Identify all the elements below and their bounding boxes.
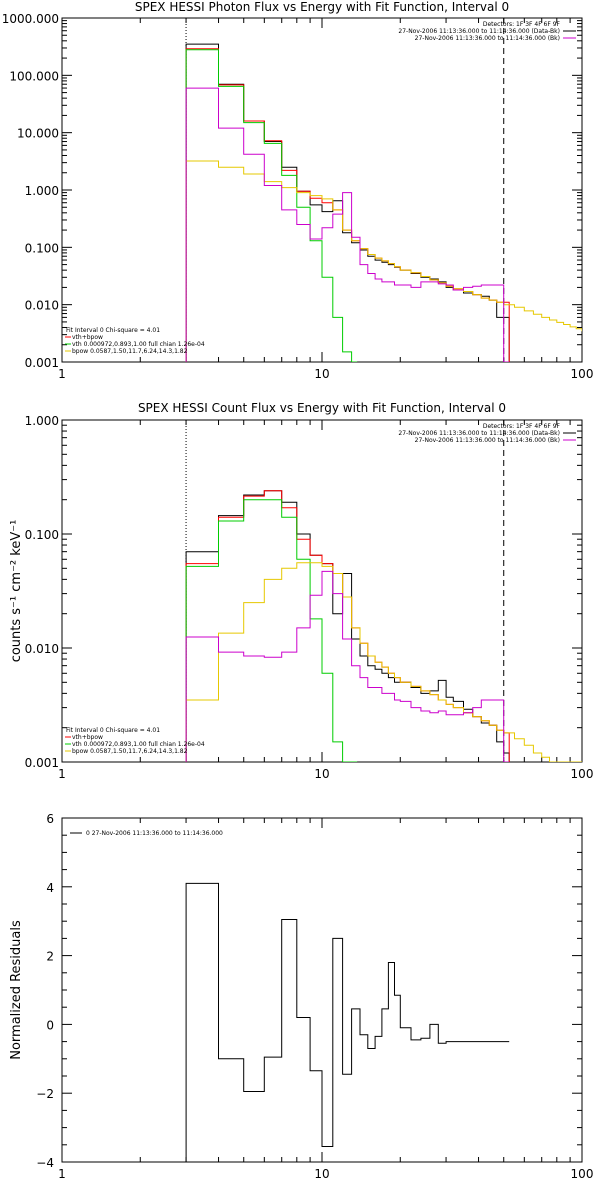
series-0-line	[185, 882, 510, 1162]
residuals-panel: 1 10 100 −4 −2 0 2 4 6 Normalized Residuals 0 27-N…	[9, 812, 593, 1181]
fit-legend-entry: Fit Interval 0 Chi-square = 4.01	[66, 327, 160, 334]
y-axis-label: counts s⁻¹ cm⁻² keV⁻¹	[9, 520, 24, 663]
series-4-line	[185, 570, 510, 762]
x-tick-label: 1	[58, 1167, 66, 1181]
y-tick-label: 1000.000	[2, 12, 59, 26]
y-axis-label: Normalized Residuals	[9, 920, 24, 1060]
y-tick-label: 4	[46, 881, 54, 895]
y-tick-label: 0.010	[25, 642, 59, 656]
y-tick-label: 0.100	[25, 241, 59, 255]
series-0-line	[185, 43, 510, 362]
series-1-line	[185, 48, 510, 362]
x-tick-label: 10	[314, 767, 329, 781]
fit-legend-entry: vth 0.000972,0.893,1.00 full chian 1.26e…	[72, 341, 205, 348]
fit-legend-entry: bpow 0.0587,1.50,11.7,6.24,14.3,1.82	[72, 748, 188, 755]
legend-entry: 27-Nov-2006 11:13:36.000 to 11:14:36.000…	[398, 430, 560, 437]
x-tick-label: 100	[571, 1167, 594, 1181]
series-4-line	[185, 87, 510, 362]
series-2-line	[185, 499, 358, 762]
y-tick-label: 0.001	[25, 356, 59, 370]
series-1-line	[185, 490, 510, 762]
fit-legend-entry: vth+bpow	[72, 734, 103, 741]
y-tick-label: 0	[46, 1018, 54, 1032]
series-2-line	[185, 49, 358, 362]
legend-entry: Detectors: 1F 3F 4F 6F 9F	[483, 423, 561, 430]
series-3-line	[185, 160, 582, 362]
y-tick-label: −2	[36, 1087, 54, 1101]
y-tick-label: 6	[46, 812, 54, 826]
fit-legend-entry: bpow 0.0587,1.50,11.7,6.24,14.3,1.82	[72, 348, 188, 355]
y-tick-label: 0.001	[25, 756, 59, 770]
y-tick-label: 0.100	[25, 528, 59, 542]
legend-entry: 0 27-Nov-2006 11:13:36.000 to 11:14:36.0…	[86, 830, 223, 837]
y-tick-label: 1.000	[25, 184, 59, 198]
legend-entry: 27-Nov-2006 11:13:36.000 to 11:14:36.000…	[415, 35, 560, 42]
chart-title: SPEX HESSI Count Flux vs Energy with Fit…	[138, 401, 506, 415]
series-3-line	[185, 562, 582, 762]
y-tick-label: −4	[36, 1156, 54, 1170]
x-tick-label: 100	[571, 767, 594, 781]
series-0-line	[185, 490, 510, 762]
x-tick-label: 10	[314, 367, 329, 381]
x-tick-label: 1	[58, 767, 66, 781]
photon-flux-panel: SPEX HESSI Photon Flux vs Energy with Fi…	[2, 0, 594, 381]
x-tick-label: 1	[58, 367, 66, 381]
y-tick-label: 1.000	[25, 414, 59, 428]
y-tick-label: 0.010	[25, 299, 59, 313]
fit-legend-entry: vth+bpow	[72, 334, 103, 341]
legend-entry: Detectors: 1F 3F 4F 6F 9F	[483, 21, 561, 28]
legend-entry: 27-Nov-2006 11:13:36.000 to 11:14:36.000…	[398, 28, 560, 35]
fit-legend-entry: vth 0.000972,0.893,1.00 full chian 1.26e…	[72, 741, 205, 748]
legend-entry: 27-Nov-2006 11:13:36.000 to 11:14:36.000…	[415, 437, 560, 444]
x-tick-label: 10	[314, 1167, 329, 1181]
count-flux-panel: SPEX HESSI Count Flux vs Energy with Fit…	[9, 401, 593, 781]
fit-legend-entry: Fit Interval 0 Chi-square = 4.01	[66, 727, 160, 734]
y-tick-label: 2	[46, 950, 54, 964]
y-tick-label: 100.000	[9, 69, 59, 83]
chart-title: SPEX HESSI Photon Flux vs Energy with Fi…	[135, 0, 509, 14]
x-tick-label: 100	[571, 367, 594, 381]
y-tick-label: 10.000	[17, 127, 59, 141]
